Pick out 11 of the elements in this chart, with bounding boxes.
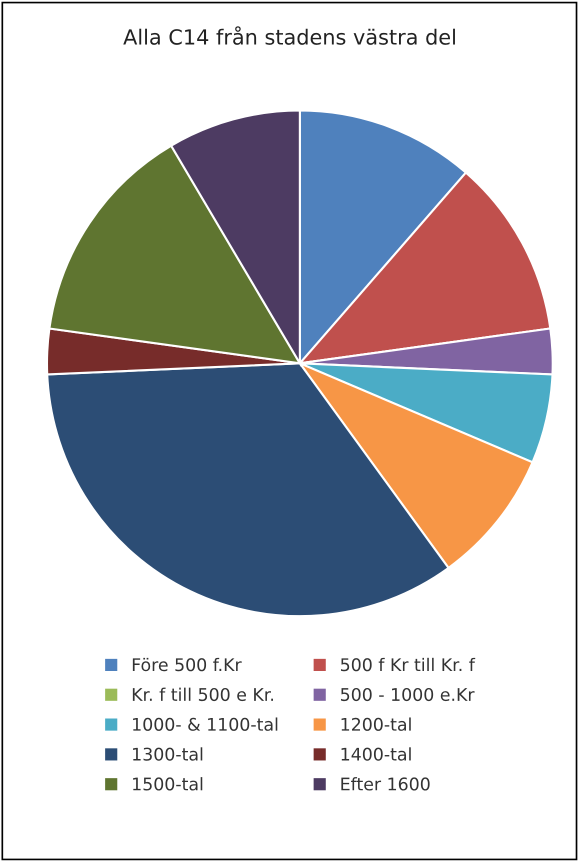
chart-title: Alla C14 från stadens västra del: [123, 26, 455, 45]
legend-label: 500 f Kr till Kr. f: [341, 658, 476, 672]
legend-label: Efter 1600: [341, 777, 430, 791]
legend-label: 1500-tal: [133, 777, 202, 791]
legend-label: 500 - 1000 e.Kr: [341, 688, 475, 702]
legend-label: 1300-tal: [133, 747, 202, 761]
legend-label: Kr. f till 500 e Kr.: [132, 688, 274, 702]
legend-label: Före 500 f.Kr: [132, 658, 242, 672]
legend-label: 1400-tal: [342, 747, 411, 761]
legend-label: 1200-tal: [342, 717, 411, 731]
legend-label: 1000- & 1100-tal: [133, 717, 278, 731]
